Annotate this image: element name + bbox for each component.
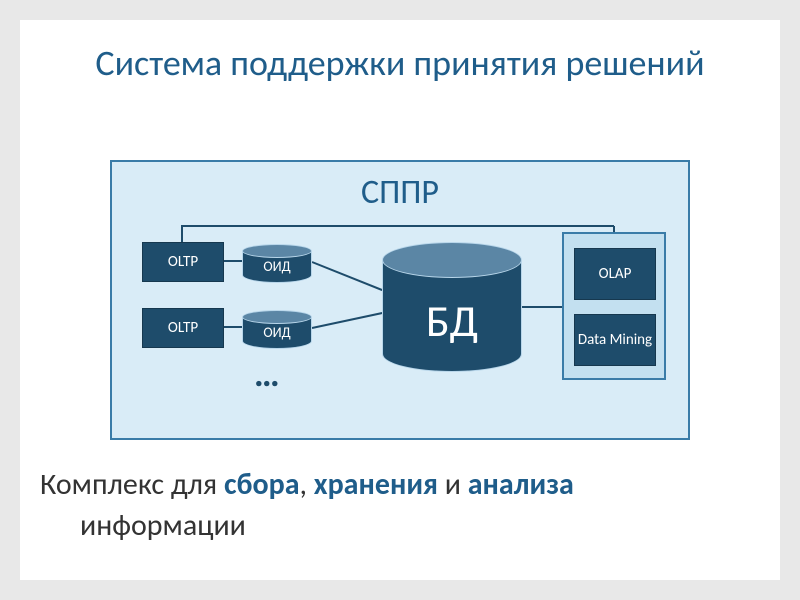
olap-label: OLAP <box>599 266 632 283</box>
ellipsis-icon: … <box>254 352 280 396</box>
caption-post: информации <box>40 506 740 547</box>
cylinder-top <box>242 310 312 324</box>
cylinder-top <box>242 244 312 258</box>
oid-cylinder-1: ОИД <box>242 244 312 286</box>
bd-label: БД <box>382 294 522 348</box>
oid-label: ОИД <box>242 258 312 275</box>
caption-pre: Комплекс для <box>40 466 224 503</box>
cylinder-top <box>382 242 522 278</box>
data-mining-label: Data Mining <box>578 332 652 349</box>
caption-text: Комплекс для сбора, хранения и анализа и… <box>40 465 740 546</box>
caption-keyword-3: анализа <box>468 466 574 503</box>
oltp-label: OLTP <box>168 319 198 337</box>
slide: Система поддержки принятия решений СППР … <box>20 20 780 580</box>
oltp-label: OLTP <box>168 253 198 271</box>
slide-title: Система поддержки принятия решений <box>20 42 780 85</box>
olap-box: OLAP <box>574 248 656 300</box>
caption-sep-2: и <box>438 466 468 503</box>
diagram-container: СППР OLTP OLTP ОИД ОИД … БД <box>110 160 690 440</box>
oid-label: ОИД <box>242 324 312 341</box>
oltp-box-2: OLTP <box>142 308 224 348</box>
diagram-label: СППР <box>112 172 688 213</box>
analysis-panel: OLAP Data Mining <box>562 232 666 380</box>
oltp-box-1: OLTP <box>142 242 224 282</box>
data-mining-box: Data Mining <box>574 314 656 366</box>
caption-sep-1: , <box>300 466 314 503</box>
caption-keyword-1: сбора <box>224 466 300 503</box>
caption-keyword-2: хранения <box>314 466 438 503</box>
oid-cylinder-2: ОИД <box>242 310 312 352</box>
bd-cylinder: БД <box>382 242 522 372</box>
